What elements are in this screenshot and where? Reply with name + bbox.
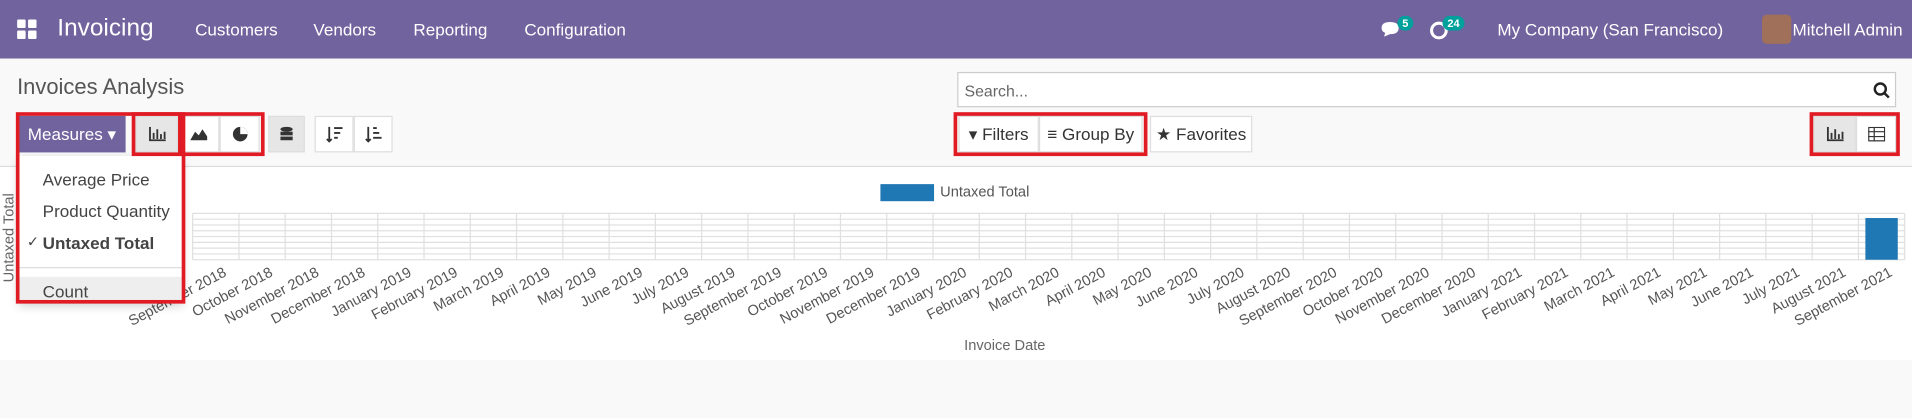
group-by-label: Group By	[1062, 124, 1135, 144]
check-mark: ✓	[26, 232, 40, 250]
menu-item[interactable]: Configuration	[524, 19, 626, 40]
measure-option[interactable]: Average Price	[42, 169, 150, 190]
highlight	[131, 112, 182, 157]
search-placeholder: Search...	[964, 81, 1028, 100]
navbar: Invoicing Customers Vendors Reporting Co…	[0, 0, 1912, 59]
bar-chart-button[interactable]	[135, 115, 179, 153]
x-axis-title: Invoice Date	[964, 338, 1045, 354]
y-axis-title: Untaxed Total	[2, 193, 18, 282]
measure-option[interactable]: Product Quantity	[42, 201, 170, 221]
page-title: Invoices Analysis	[17, 74, 185, 99]
divider	[0, 165, 1912, 168]
chart-panel	[0, 167, 1912, 360]
group-by-button[interactable]: ≡ Group By	[1038, 115, 1143, 153]
activities-badge: 24	[1442, 15, 1465, 31]
pivot-view-button[interactable]	[1855, 115, 1897, 153]
sort-asc-button[interactable]	[353, 115, 393, 153]
company[interactable]: My Company (San Francisco)	[1497, 19, 1724, 40]
apps-icon[interactable]	[17, 19, 37, 40]
hover-bg	[18, 276, 183, 303]
search-box[interactable]: Search...	[957, 71, 1897, 108]
filters-label: Filters	[982, 124, 1029, 144]
favorites-label: Favorites	[1176, 124, 1247, 144]
pie-chart-button[interactable]	[219, 115, 260, 153]
measure-option[interactable]: Count	[42, 281, 89, 302]
highlight	[1809, 112, 1900, 157]
menu-divider	[18, 267, 183, 269]
menu-item[interactable]: Vendors	[313, 19, 377, 40]
stacked-button[interactable]	[268, 115, 305, 153]
avatar[interactable]	[1762, 14, 1792, 44]
measure-option[interactable]: Untaxed Total	[42, 232, 155, 253]
sort-desc-button[interactable]	[314, 115, 354, 153]
measures-dropdown: Average Price Product Quantity ✓ Untaxed To…	[18, 156, 183, 303]
highlight	[15, 112, 186, 304]
menu-item[interactable]: Customers	[195, 19, 278, 40]
activities-icon[interactable]	[1429, 21, 1449, 41]
messages-icon[interactable]	[1380, 21, 1402, 38]
messages-badge: 5	[1397, 15, 1414, 31]
graph-view-button[interactable]	[1813, 115, 1856, 153]
favorites-button[interactable]: ★ Favorites	[1149, 115, 1253, 153]
app-name[interactable]: Invoicing	[57, 14, 154, 42]
bar	[1865, 218, 1898, 260]
highlight	[180, 112, 265, 157]
legend-label: Untaxed Total	[940, 185, 1029, 201]
search-icon	[1873, 82, 1890, 99]
highlight	[953, 112, 1148, 157]
measures-button[interactable]: Measures ▾	[18, 115, 126, 153]
user-name[interactable]: Mitchell Admin	[1792, 19, 1903, 40]
legend-swatch	[880, 184, 935, 202]
menu-item[interactable]: Reporting	[413, 19, 488, 40]
filters-button[interactable]: ▾ Filters	[958, 115, 1039, 153]
measures-label: Measures	[27, 124, 103, 144]
